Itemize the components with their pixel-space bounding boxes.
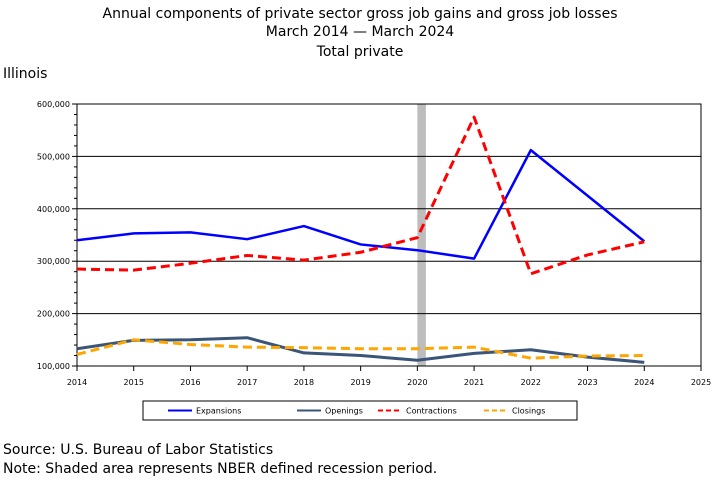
x-tick-label: 2016 bbox=[180, 378, 200, 387]
x-tick-label: 2020 bbox=[407, 378, 427, 387]
x-tick-label: 2014 bbox=[67, 378, 87, 387]
y-tick-label: 500,000 bbox=[37, 152, 70, 161]
y-tick-label: 100,000 bbox=[37, 362, 70, 371]
series-line-contractions bbox=[76, 115, 645, 276]
x-tick-label: 2017 bbox=[237, 378, 257, 387]
x-tick-label: 2019 bbox=[350, 378, 370, 387]
x-tick-label: 2018 bbox=[294, 378, 314, 387]
chart-title-line-3: Total private bbox=[316, 44, 404, 60]
series-line-closings bbox=[76, 338, 645, 360]
legend-label-contractions: Contractions bbox=[406, 407, 457, 416]
y-tick-label: 300,000 bbox=[37, 257, 70, 266]
series-line-openings bbox=[76, 336, 645, 364]
y-tick-label: 400,000 bbox=[37, 205, 70, 214]
region-label: Illinois bbox=[3, 66, 48, 82]
x-tick-label: 2023 bbox=[577, 378, 597, 387]
recession-note: Note: Shaded area represents NBER define… bbox=[3, 461, 438, 477]
line-chart: 100,000 200,000 300,000 400,000 500,000 600,0… bbox=[37, 100, 711, 421]
chart-title-line-1: Annual components of private sector gros… bbox=[102, 6, 618, 22]
x-tick-label: 2022 bbox=[521, 378, 541, 387]
legend-label-expansions: Expansions bbox=[196, 407, 241, 416]
source-note: Source: U.S. Bureau of Labor Statistics bbox=[3, 442, 274, 458]
x-tick-label: 2021 bbox=[464, 378, 484, 387]
plot-frame bbox=[76, 103, 702, 367]
x-tick-label: 2024 bbox=[634, 378, 654, 387]
chart-title-line-2: March 2014 — March 2024 bbox=[265, 24, 455, 40]
y-tick-label: 200,000 bbox=[37, 310, 70, 319]
series-line-expansions bbox=[76, 148, 646, 260]
y-tick-label: 600,000 bbox=[37, 100, 70, 109]
recession-shading bbox=[417, 104, 426, 366]
legend-box bbox=[142, 400, 578, 421]
legend-label-openings: Openings bbox=[325, 407, 363, 416]
x-tick-label: 2025 bbox=[691, 378, 711, 387]
x-tick-label: 2015 bbox=[124, 378, 144, 387]
legend-label-closings: Closings bbox=[512, 407, 545, 416]
